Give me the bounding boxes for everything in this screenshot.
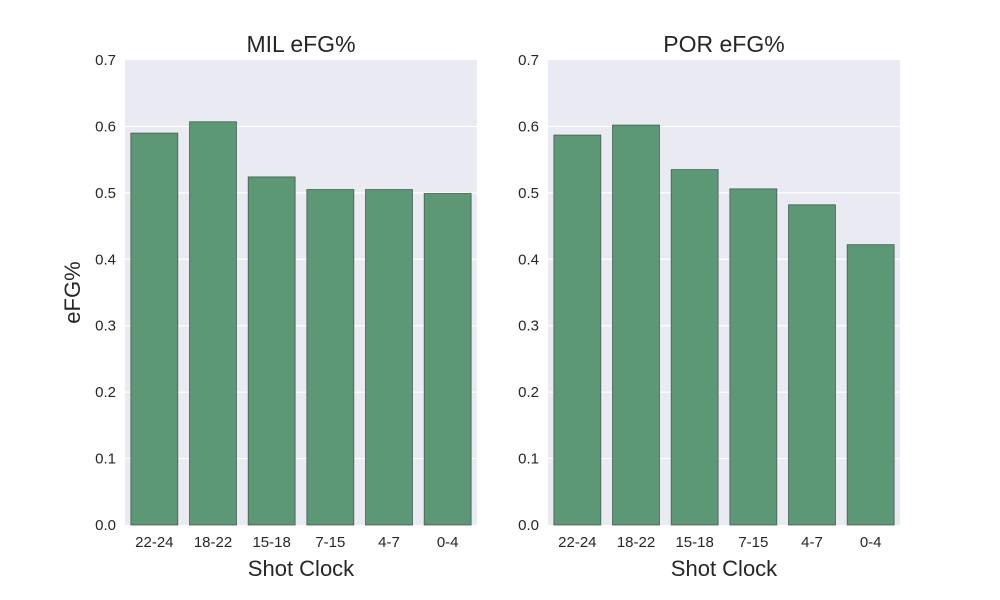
por-plot-area: [548, 60, 900, 525]
por-bar-22-24: [553, 134, 602, 526]
por-y-tick-label: 0.6: [518, 118, 539, 135]
mil-y-tick-label: 0.6: [95, 118, 116, 135]
mil-bar-22-24: [130, 132, 179, 526]
por-bar-18-22: [612, 124, 660, 526]
mil-x-tick-label: 22-24: [135, 534, 173, 551]
mil-bar-4-7: [365, 189, 413, 526]
por-y-tick-label: 0.2: [518, 384, 539, 401]
mil-x-tick-label: 18-22: [194, 534, 232, 551]
mil-x-tick-label: 0-4: [437, 534, 459, 551]
mil-chart-panel: 0.0 0.1 0.2 0.3 0.4 0.5 0.6 0.7 22-24 18-22 15-18 7…: [60, 31, 477, 581]
por-x-tick-label: 0-4: [860, 534, 882, 551]
por-bar-15-18: [670, 169, 719, 526]
mil-x-tick-label: 4-7: [378, 534, 400, 551]
mil-y-tick-label: 0.7: [95, 52, 116, 69]
mil-y-tick-label: 0.1: [95, 451, 116, 468]
mil-bar-0-4: [423, 193, 472, 526]
por-y-tick-label: 0.0: [518, 517, 539, 534]
mil-x-tick-label: 15-18: [252, 534, 290, 551]
por-x-tick-label: 15-18: [675, 534, 713, 551]
mil-x-tick-label: 7-15: [315, 534, 345, 551]
mil-bar-18-22: [189, 121, 237, 526]
por-chart-title: POR eFG%: [663, 31, 784, 57]
mil-x-axis-label: Shot Clock: [248, 556, 355, 581]
por-x-tick-label: 18-22: [617, 534, 655, 551]
por-y-tick-label: 0.1: [518, 451, 539, 468]
por-chart-panel: 0.0 0.1 0.2 0.3 0.4 0.5 0.6 0.7 22-24 18-22 15-18 7…: [518, 31, 900, 581]
mil-y-tick-label: 0.3: [95, 318, 116, 335]
por-y-tick-label: 0.4: [518, 251, 539, 268]
por-y-tick-label: 0.5: [518, 185, 539, 202]
por-x-axis-label: Shot Clock: [671, 556, 778, 581]
por-x-tick-label: 7-15: [738, 534, 768, 551]
mil-plot-area: [125, 60, 477, 525]
por-bar-0-4: [846, 244, 895, 526]
por-y-tick-label: 0.3: [518, 318, 539, 335]
mil-y-axis-label: eFG%: [60, 261, 85, 323]
mil-bar-7-15: [306, 189, 355, 526]
mil-y-tick-label: 0.2: [95, 384, 116, 401]
mil-y-tick-label: 0.4: [95, 251, 116, 268]
mil-y-tick-label: 0.5: [95, 185, 116, 202]
mil-bar-15-18: [247, 176, 296, 526]
por-x-tick-label: 22-24: [558, 534, 596, 551]
por-bar-4-7: [788, 204, 836, 526]
mil-chart-title: MIL eFG%: [246, 31, 355, 57]
por-bar-7-15: [729, 188, 778, 526]
por-x-tick-label: 4-7: [801, 534, 823, 551]
por-y-tick-label: 0.7: [518, 52, 539, 69]
mil-y-tick-label: 0.0: [95, 517, 116, 534]
